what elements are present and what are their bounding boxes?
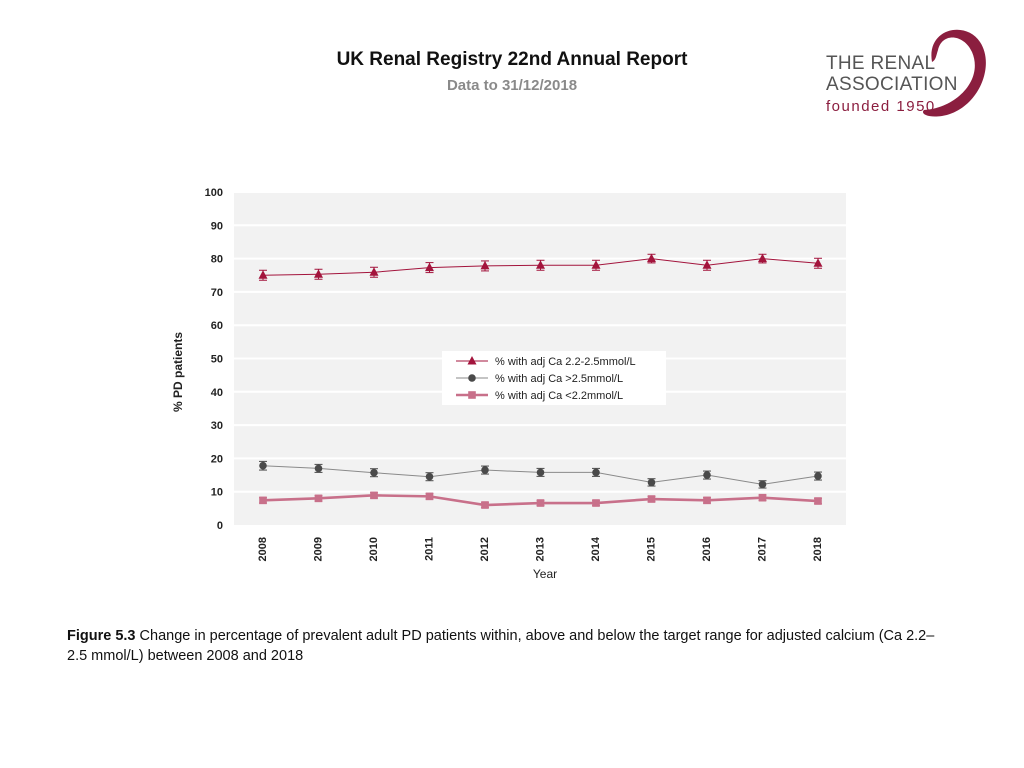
data-point-2-0	[259, 496, 267, 505]
page-subtitle: Data to 31/12/2018	[446, 77, 578, 94]
y-tick-label-80: 80	[211, 254, 223, 266]
data-point-0-9	[758, 253, 767, 263]
legend-marker-0	[467, 356, 477, 365]
data-point-1-2	[370, 468, 378, 477]
figure-caption-label: Figure 5.3	[67, 628, 136, 644]
data-point-0-10	[813, 258, 823, 267]
figure-caption-text: Change in percentage of prevalent adult …	[67, 628, 935, 664]
legend-marker-2	[468, 391, 476, 399]
y-tick-label-90: 90	[211, 220, 223, 232]
y-tick-label-30: 30	[211, 420, 223, 432]
y-tick-label-40: 40	[211, 387, 223, 399]
legend-label-0: % with adj Ca 2.2-2.5mmol/L	[495, 356, 636, 368]
data-point-0-8	[702, 260, 712, 269]
x-tick-label-2015: 2015	[646, 537, 658, 561]
data-point-2-6	[592, 499, 600, 507]
x-tick-label-2013: 2013	[535, 537, 547, 561]
y-axis-title: % PD patients	[171, 332, 185, 412]
data-point-0-2	[369, 267, 379, 276]
x-tick-label-2016: 2016	[701, 537, 713, 561]
data-point-1-1	[314, 464, 323, 473]
data-point-2-9	[758, 493, 767, 502]
data-point-0-5	[536, 260, 545, 269]
data-point-2-1	[314, 494, 323, 503]
legend-marker-1	[468, 374, 476, 382]
data-point-2-10	[814, 497, 822, 505]
x-tick-label-2009: 2009	[313, 537, 325, 561]
data-point-0-6	[591, 260, 601, 269]
data-point-1-9	[758, 480, 767, 489]
x-tick-label-2008: 2008	[257, 537, 269, 561]
y-tick-label-20: 20	[211, 453, 223, 465]
legend-label-2: % with adj Ca <2.2mmol/L	[495, 390, 623, 402]
x-tick-label-2011: 2011	[424, 537, 436, 561]
x-tick-label-2010: 2010	[368, 537, 380, 561]
data-point-2-2	[370, 491, 378, 500]
y-tick-label-100: 100	[205, 187, 223, 199]
y-tick-label-70: 70	[211, 287, 223, 299]
data-point-2-5	[536, 499, 545, 507]
y-tick-label-50: 50	[211, 354, 223, 366]
data-point-0-0	[258, 270, 268, 279]
data-point-1-5	[536, 468, 545, 477]
x-tick-label-2012: 2012	[479, 537, 491, 561]
y-tick-label-10: 10	[211, 487, 223, 499]
logo-line-3: founded 1950	[826, 98, 936, 115]
data-point-0-4	[480, 260, 490, 270]
x-tick-label-2018: 2018	[812, 537, 824, 561]
data-point-0-7	[647, 253, 656, 263]
renal-association-logo: THE RENAL ASSOCIATION founded 1950	[820, 22, 1000, 122]
data-point-1-7	[647, 478, 656, 487]
page-title: UK Renal Registry 22nd Annual Report	[336, 49, 688, 70]
figure-caption: Figure 5.3 Change in percentage of preva…	[67, 626, 947, 666]
y-tick-label-0: 0	[217, 520, 223, 532]
data-point-1-3	[425, 472, 434, 481]
data-point-1-4	[481, 466, 489, 474]
x-tick-label-2017: 2017	[757, 537, 769, 561]
data-point-1-8	[703, 471, 711, 479]
data-point-2-4	[481, 501, 489, 509]
data-point-0-3	[425, 262, 434, 272]
data-point-1-0	[259, 461, 267, 470]
data-point-0-1	[314, 269, 323, 278]
x-axis-title: Year	[533, 567, 557, 581]
data-point-2-3	[425, 492, 434, 501]
y-tick-label-60: 60	[211, 320, 223, 332]
data-point-1-6	[592, 468, 600, 477]
data-point-2-7	[647, 495, 656, 503]
legend-label-1: % with adj Ca >2.5mmol/L	[495, 373, 623, 385]
x-tick-label-2014: 2014	[590, 536, 602, 561]
logo-swirl-icon	[922, 29, 986, 117]
data-point-2-8	[703, 496, 711, 505]
logo-line-1: THE RENAL	[826, 53, 936, 74]
logo-line-2: ASSOCIATION	[826, 74, 958, 95]
data-point-1-10	[814, 472, 822, 480]
calcium-line-chart: 0 10 20 30 40 50 60 70 80 90 100 2008 2009 2010 2011 20…	[171, 187, 846, 581]
